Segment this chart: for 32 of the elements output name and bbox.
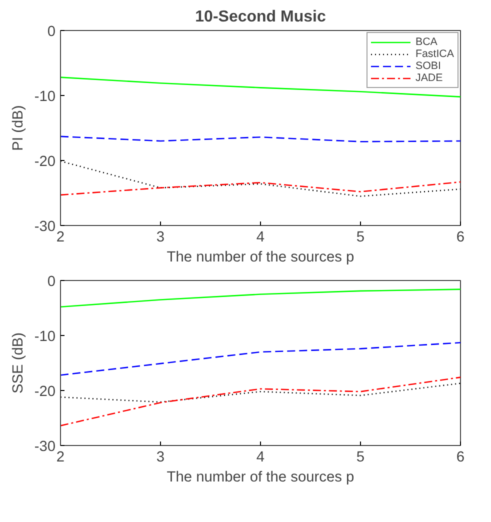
x-tick-label: 2 xyxy=(56,450,65,466)
legend-label: SOBI xyxy=(416,60,441,72)
x-tick-label: 5 xyxy=(356,450,365,466)
x-axis-title: The number of the sources p xyxy=(166,470,354,486)
y-axis-title: SSE (dB) xyxy=(10,332,26,394)
x-tick-label: 4 xyxy=(256,230,265,246)
line-series xyxy=(60,288,460,308)
x-axis-title: The number of the sources p xyxy=(166,250,354,266)
y-tick-label: 0 xyxy=(47,24,56,40)
x-tick-label: 4 xyxy=(256,450,265,466)
line-series xyxy=(60,376,460,426)
line-series xyxy=(60,342,460,376)
x-tick-label: 6 xyxy=(456,450,465,466)
x-tick-label: 5 xyxy=(356,230,365,246)
legend-label: JADE xyxy=(416,72,443,84)
y-tick-label: -10 xyxy=(34,89,56,105)
x-tick-label: 2 xyxy=(56,230,65,246)
line-series xyxy=(60,181,460,196)
x-tick-label: 3 xyxy=(156,450,165,466)
line-series xyxy=(60,382,460,403)
chart-title: 10-Second Music xyxy=(195,8,326,26)
x-tick-label: 3 xyxy=(156,230,165,246)
y-tick-label: -30 xyxy=(34,219,56,235)
legend-label: FastICA xyxy=(416,48,454,60)
y-tick-label: -10 xyxy=(34,329,56,345)
y-tick-label: -20 xyxy=(34,154,56,170)
y-tick-label: -30 xyxy=(34,439,56,455)
y-axis-title: PI (dB) xyxy=(10,105,26,151)
y-tick-label: 0 xyxy=(47,274,56,290)
x-tick-label: 6 xyxy=(456,230,465,246)
legend-label: BCA xyxy=(416,36,438,48)
y-tick-label: -20 xyxy=(34,384,56,400)
